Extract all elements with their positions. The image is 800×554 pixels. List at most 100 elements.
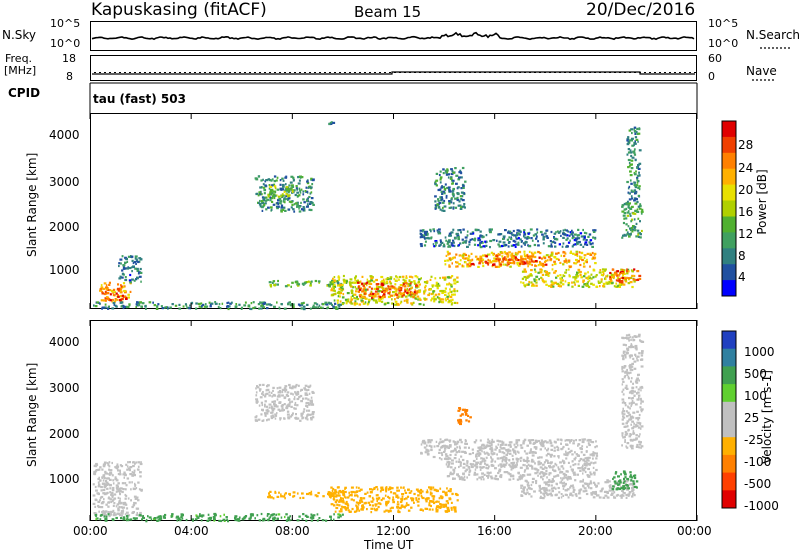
velocity-ytick-3000: 3000 bbox=[49, 381, 80, 395]
nave-label: Nave bbox=[746, 64, 777, 78]
power-colorbar-segment-8 bbox=[722, 248, 736, 265]
velocity-colorbar-segment-7 bbox=[722, 454, 736, 474]
power-ytick-1000: 1000 bbox=[49, 263, 80, 277]
nave-tick-top: 60 bbox=[708, 52, 722, 65]
velocity-cb-tick-25: 25 bbox=[744, 411, 760, 425]
nsky-tick-top: 10^5 bbox=[50, 17, 81, 30]
velocity-colorbar-segment-6 bbox=[722, 437, 736, 456]
xtick-0000: 00:00 bbox=[73, 524, 108, 538]
power-colorbar-segment-10 bbox=[722, 280, 736, 297]
power-echo-region-8 bbox=[357, 281, 420, 300]
velocity-echo-region-5 bbox=[420, 438, 599, 461]
xtick-0800: 08:00 bbox=[275, 524, 310, 538]
power-colorbar-segment-5 bbox=[722, 200, 736, 217]
power-ytick-4000: 4000 bbox=[49, 128, 80, 142]
power-colorbar-segment-1 bbox=[722, 136, 736, 154]
power-colorbar-segment-4 bbox=[722, 184, 736, 201]
freq-strip bbox=[90, 55, 697, 81]
power-cb-tick-16: 16 bbox=[738, 205, 754, 219]
power-cb-tick-24: 24 bbox=[738, 161, 754, 175]
nsky-label: N.Sky bbox=[2, 28, 37, 42]
power-echo-region-4 bbox=[254, 175, 315, 213]
xtick-1200: 12:00 bbox=[376, 524, 411, 538]
nsky-strip bbox=[90, 21, 697, 51]
nsky-tick-bottom: 10^0 bbox=[50, 37, 81, 50]
freq-tick-bottom: 8 bbox=[66, 70, 73, 83]
freq-unit-label: [MHz] bbox=[4, 64, 37, 77]
power-echo-region-16 bbox=[434, 166, 467, 212]
xtick-0000-end: 00:00 bbox=[677, 524, 712, 538]
velocity-colorbar-frame bbox=[721, 330, 737, 509]
velocity-cb-tick-1000: 1000 bbox=[744, 345, 775, 359]
date-title: 20/Dec/2016 bbox=[586, 0, 696, 20]
power-echo-region-0 bbox=[99, 281, 132, 304]
power-echo-region-2 bbox=[118, 255, 143, 284]
velocity-echo-region-4 bbox=[330, 486, 459, 514]
velocity-colorbar-segment-9 bbox=[722, 490, 736, 509]
velocity-ytick-1000: 1000 bbox=[49, 472, 80, 486]
power-colorbar-segment-7 bbox=[722, 232, 736, 249]
power-colorbar-segment-3 bbox=[722, 168, 736, 186]
velocity-colorbar-segment-8 bbox=[722, 472, 736, 491]
power-cb-tick-4: 4 bbox=[738, 270, 746, 284]
power-colorbar-segment-6 bbox=[722, 216, 736, 233]
velocity-cb-tick-100: 100 bbox=[744, 389, 767, 403]
cpid-value: tau (fast) 503 bbox=[93, 92, 186, 106]
power-echo-region-9 bbox=[419, 228, 597, 249]
velocity-echo-region-0 bbox=[92, 461, 143, 518]
xtick-1600: 16:00 bbox=[477, 524, 512, 538]
xtick-2000: 20:00 bbox=[578, 524, 613, 538]
velocity-colorbar-segment-4 bbox=[722, 401, 736, 420]
power-ytick-3000: 3000 bbox=[49, 175, 80, 189]
nave-tick-bottom: 0 bbox=[708, 70, 715, 83]
velocity-cb-tick-minus100: -100 bbox=[744, 455, 772, 469]
power-echo-region-14 bbox=[621, 202, 644, 239]
power-echo-region-13 bbox=[609, 268, 642, 284]
freq-tick-top: 18 bbox=[62, 52, 76, 65]
power-cb-tick-28: 28 bbox=[738, 138, 754, 152]
nsky-trace bbox=[91, 31, 695, 41]
velocity-ytick-4000: 4000 bbox=[49, 335, 80, 349]
power-colorbar-segment-9 bbox=[722, 264, 736, 281]
nsearch-tick-top: 10^5 bbox=[708, 17, 739, 30]
power-echo-region-7 bbox=[330, 274, 459, 306]
velocity-colorbar-segment-5 bbox=[722, 419, 736, 438]
freq-label: Freq. bbox=[5, 52, 33, 65]
power-ytick-2000: 2000 bbox=[49, 220, 80, 234]
power-echo-region-12 bbox=[520, 268, 636, 289]
power-cb-tick-20: 20 bbox=[738, 183, 754, 197]
power-colorbar-segment-0 bbox=[722, 121, 736, 138]
velocity-xlabel: Time UT bbox=[364, 538, 414, 552]
nsearch-label: N.Search bbox=[746, 28, 800, 42]
power-colorbar-segment-2 bbox=[722, 152, 736, 170]
power-cb-tick-8: 8 bbox=[738, 249, 746, 263]
xtick-0400: 04:00 bbox=[174, 524, 209, 538]
velocity-echo-region-1 bbox=[94, 512, 344, 523]
velocity-echo-region-8 bbox=[611, 470, 639, 491]
nsearch-tick-bottom: 10^0 bbox=[708, 37, 739, 50]
velocity-echo-region-2 bbox=[254, 383, 315, 422]
velocity-colorbar-segment-3 bbox=[722, 384, 736, 403]
power-echo-region-17 bbox=[328, 121, 336, 126]
station-title: Kapuskasing (fitACF) bbox=[91, 0, 267, 20]
power-echo-region-3 bbox=[93, 301, 342, 311]
power-echo-region-10 bbox=[444, 250, 597, 269]
velocity-ytick-2000: 2000 bbox=[49, 427, 80, 441]
velocity-cb-tick-500: 500 bbox=[744, 367, 767, 381]
power-echo-region-11 bbox=[469, 255, 548, 266]
power-echo-region-5 bbox=[267, 185, 295, 200]
velocity-cb-tick-minus500: -500 bbox=[744, 477, 772, 491]
velocity-cb-tick-minus25: -25 bbox=[744, 433, 764, 447]
power-echo-region-15 bbox=[626, 126, 642, 204]
velocity-echo-region-6 bbox=[445, 458, 598, 482]
velocity-colorbar-segment-2 bbox=[722, 366, 736, 385]
velocity-colorbar-segment-0 bbox=[722, 331, 736, 350]
velocity-echo-region-10 bbox=[621, 333, 645, 450]
velocity-echo-region-9 bbox=[457, 407, 472, 426]
power-echo-region-1 bbox=[109, 292, 128, 302]
velocity-colorbar-segment-1 bbox=[722, 348, 736, 367]
cpid-label: CPID bbox=[8, 86, 41, 100]
velocity-cb-tick-minus1000: -1000 bbox=[744, 499, 779, 513]
power-cb-tick-12: 12 bbox=[738, 227, 754, 241]
